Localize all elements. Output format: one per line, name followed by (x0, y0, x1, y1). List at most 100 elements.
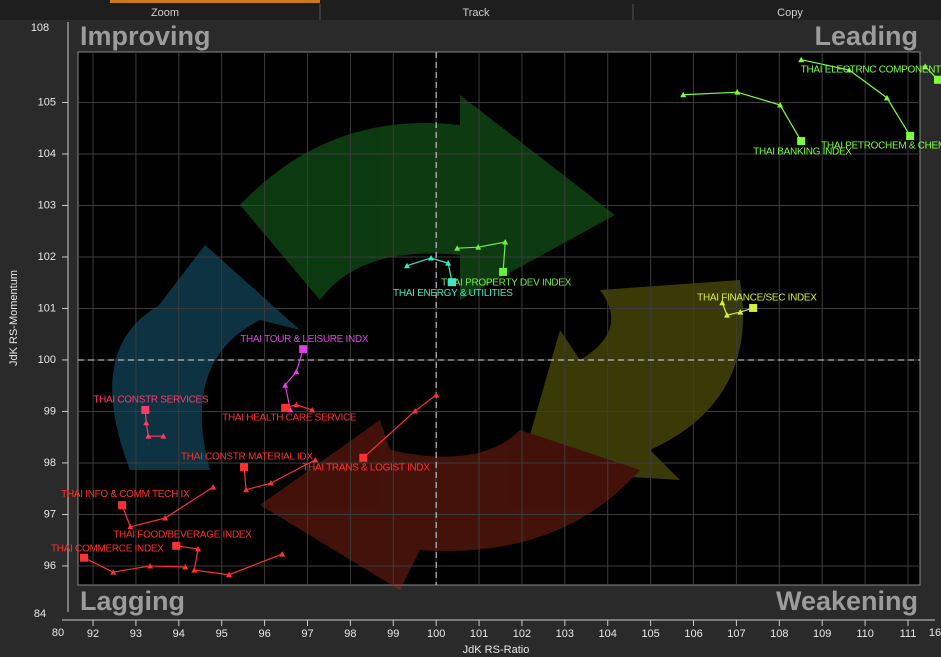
y-tick-label: 104 (38, 148, 56, 160)
series-label: THAI TOUR & LEISURE INDX (240, 334, 369, 345)
trail-marker (160, 433, 167, 439)
trail-marker (243, 486, 250, 493)
trail-marker (182, 563, 189, 570)
series-label: THAI CONSTR MATERIAL IDX (181, 452, 313, 463)
trail-marker (293, 368, 300, 375)
trail-marker (846, 67, 853, 73)
y-tick-label: 102 (38, 251, 56, 263)
trail-marker (147, 562, 154, 569)
x-tick-label: 96 (258, 628, 270, 640)
trail-marker (195, 545, 202, 552)
x-tick-label: 107 (727, 628, 745, 640)
trail: THAI HEALTH CARE SERVICE (222, 401, 357, 423)
x-tick-label: 110 (856, 628, 874, 640)
head-marker (448, 278, 457, 287)
toolbar-accent (110, 0, 320, 3)
trail-line (406, 257, 453, 283)
trail-marker (428, 254, 435, 261)
trail-marker (433, 391, 440, 398)
trail-marker (403, 262, 410, 269)
x-tick-label: 104 (599, 628, 617, 640)
toolbar-button[interactable]: Zoom (151, 7, 179, 19)
quadrant-label: Weakening (776, 586, 918, 616)
head-marker (239, 463, 248, 472)
x-tick-label: 111 (900, 628, 917, 640)
arrow-yellow (520, 280, 744, 480)
head-marker (359, 453, 368, 462)
x-tick-label: 109 (813, 628, 831, 640)
trail: THAI BANKING INDEX (680, 89, 853, 158)
head-marker (797, 137, 806, 146)
trail: THAI COMMERCE INDEX (51, 543, 189, 575)
trail: THAI CONSTR SERVICES (93, 395, 209, 439)
series-label: THAI ELECTRNC COMPONENT (801, 64, 941, 75)
x-tick-label: 94 (173, 628, 185, 640)
trail-marker (293, 401, 300, 408)
trail: THAI PROPERTY DEV INDEX (441, 239, 572, 289)
head-marker (299, 345, 308, 354)
trail-marker (798, 56, 805, 63)
trail-marker (268, 480, 275, 486)
trail-marker (210, 484, 217, 490)
series-label: THAI FOOD/BEVERAGE INDEX (113, 530, 252, 541)
series-label: THAI HEALTH CARE SERVICE (222, 412, 357, 423)
trail: THAI INFO & COMM TECH IX (61, 484, 217, 530)
trail-marker (734, 89, 741, 95)
y-tick-label: 98 (44, 457, 56, 469)
y-tick-label: 99 (44, 405, 56, 417)
trail-marker (279, 551, 286, 557)
x-tick-label: 95 (216, 628, 228, 640)
head-marker (141, 405, 150, 414)
trail-marker (312, 456, 319, 463)
x-tick-label: 108 (770, 628, 788, 640)
trail-marker (883, 94, 890, 101)
trail-marker (110, 569, 117, 575)
trail: THAI FINANCE/SEC INDEX (697, 293, 818, 318)
trail-marker (127, 523, 134, 530)
trail-marker (225, 571, 232, 578)
y-tick-label: 100 (38, 354, 56, 366)
x-tick-label: 101 (470, 628, 488, 640)
quadrant-label: Improving (80, 21, 211, 51)
axis-break-label: 80 (52, 627, 64, 639)
trail-marker (719, 299, 726, 306)
head-marker (749, 303, 758, 312)
trail: THAI ENERGY & UTILITIES (393, 254, 514, 299)
trail-line (83, 557, 186, 573)
x-tick-label: 97 (301, 628, 313, 640)
x-tick-label: 105 (641, 628, 659, 640)
x-tick-label: 93 (130, 628, 142, 640)
axis-break-label: 108 (31, 22, 49, 34)
y-axis-title: JdK RS-Momentum (8, 270, 20, 366)
axis-break-label: 16 (929, 627, 941, 639)
x-tick-label: 103 (556, 628, 574, 640)
toolbar-button[interactable]: Track (462, 7, 490, 19)
head-marker (118, 501, 127, 510)
head-marker (172, 541, 181, 550)
rotation-arrows (112, 95, 744, 590)
head-marker (281, 403, 290, 412)
trail-marker (412, 407, 419, 414)
x-tick-label: 99 (387, 628, 399, 640)
trail-marker (191, 567, 198, 573)
series-label: THAI BANKING INDEX (753, 147, 852, 158)
trail-marker (922, 63, 929, 69)
quadrant-label: Leading (814, 21, 918, 51)
trail: THAI CONSTR MATERIAL IDX (181, 452, 319, 493)
trail-line (121, 486, 214, 528)
head-marker (934, 75, 941, 84)
trail-line (457, 241, 506, 272)
trail-line (284, 348, 304, 411)
x-tick-label: 100 (427, 628, 445, 640)
series-label: THAI CONSTR SERVICES (93, 395, 209, 406)
trail-line (144, 409, 164, 437)
toolbar-button[interactable]: Copy (777, 7, 803, 19)
trail-marker (737, 309, 744, 315)
x-tick-label: 106 (684, 628, 702, 640)
head-marker (906, 131, 915, 140)
toolbar (0, 0, 941, 20)
trail: THAI TOUR & LEISURE INDX (240, 334, 369, 413)
head-marker (499, 267, 508, 276)
trail: THAI TRANS & LOGIST INDX (302, 391, 440, 473)
trail-marker (475, 244, 482, 250)
